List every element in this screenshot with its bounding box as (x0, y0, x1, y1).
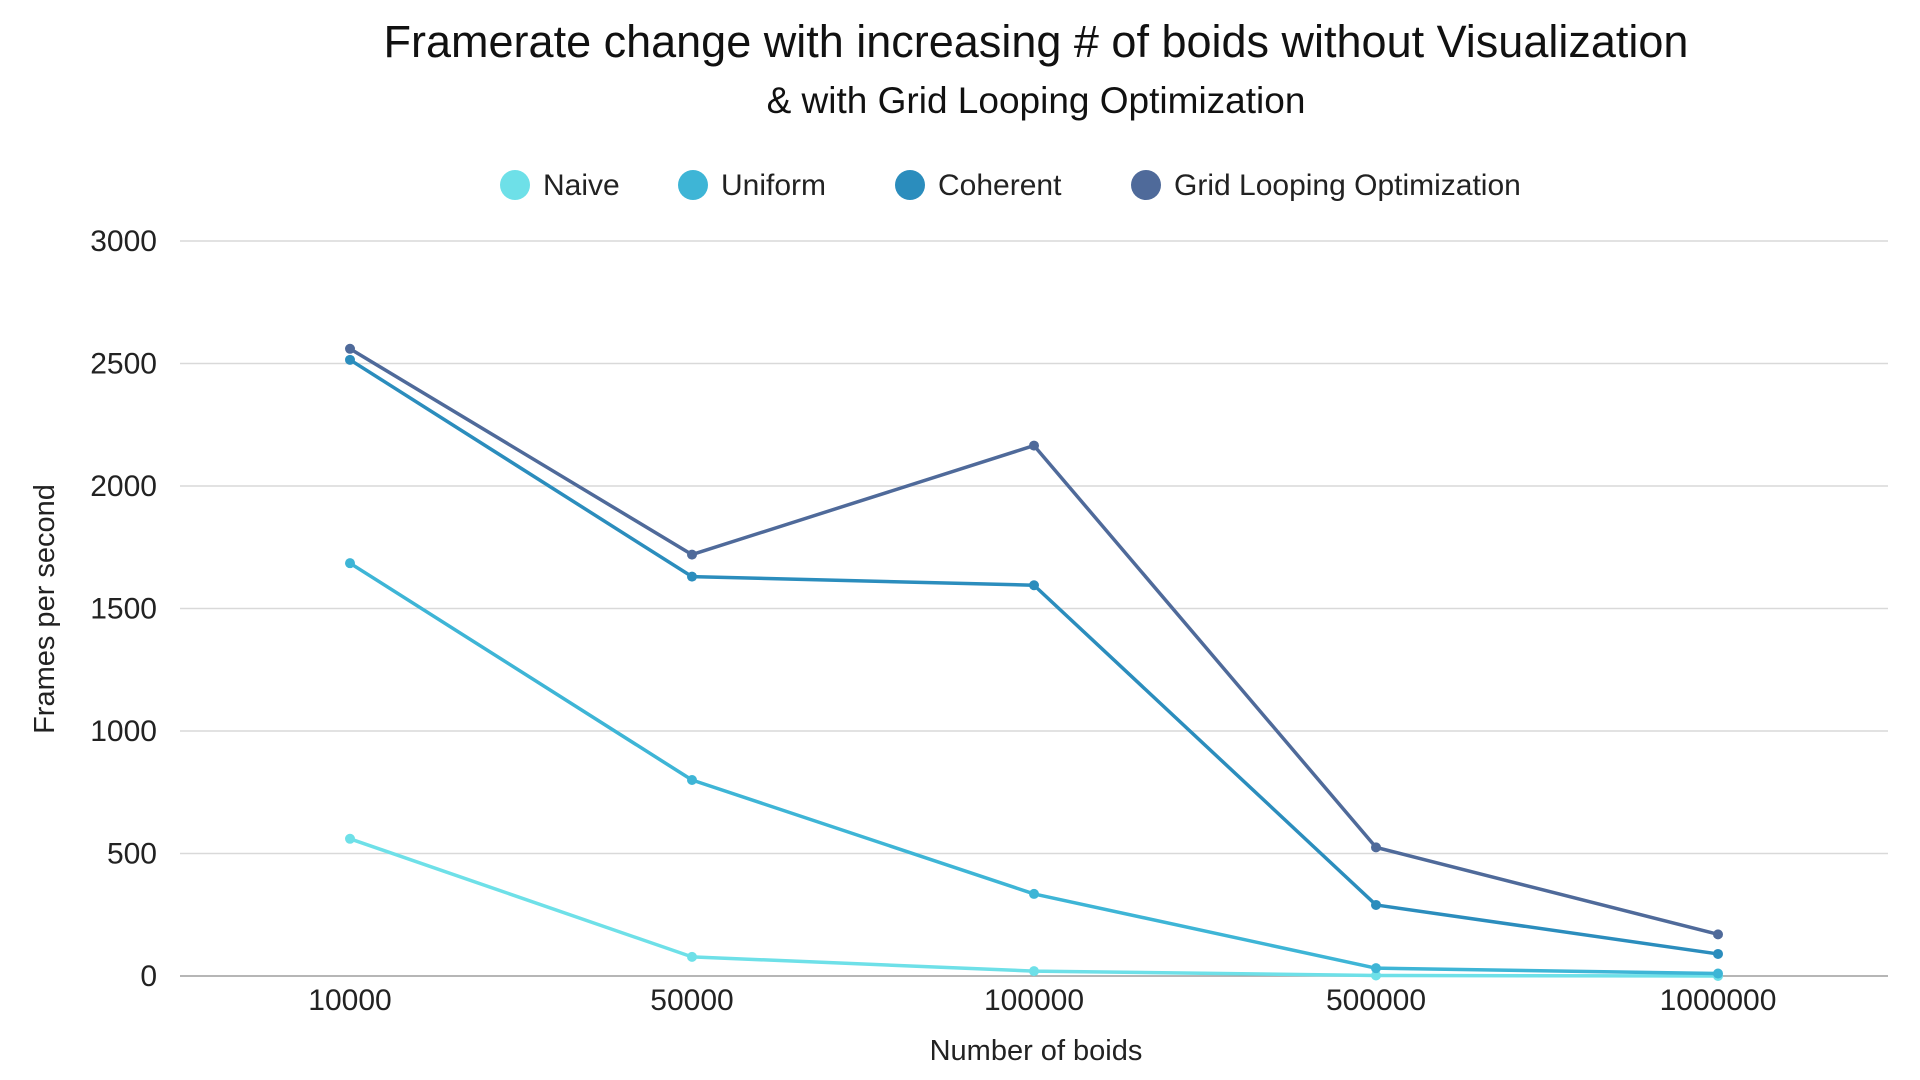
y-tick-label: 0 (140, 960, 157, 993)
legend-marker (500, 170, 530, 200)
data-point (1029, 580, 1039, 591)
data-point (345, 833, 355, 844)
chart-subtitle: & with Grid Looping Optimization (767, 80, 1306, 121)
series-uniform (345, 558, 1723, 979)
data-point (1371, 970, 1381, 981)
data-point (1371, 899, 1381, 910)
data-point (345, 354, 355, 365)
legend-label: Coherent (938, 169, 1062, 202)
x-tick-label: 1000000 (1660, 984, 1777, 1017)
legend-label: Uniform (721, 169, 826, 202)
x-axis-ticks: 10000 50000 100000 500000 1000000 (308, 984, 1776, 1017)
y-tick-label: 500 (107, 838, 157, 871)
legend-marker (1131, 170, 1161, 200)
data-point (687, 775, 697, 785)
chart-title: Framerate change with increasing # of bo… (384, 16, 1689, 67)
data-point (1029, 888, 1039, 899)
data-point (1371, 842, 1381, 853)
y-axis-ticks: 0 500 1000 1500 2000 2500 3000 (90, 225, 157, 993)
legend-item: Coherent (895, 169, 1062, 202)
legend-marker (895, 170, 925, 200)
y-tick-label: 2000 (90, 470, 157, 503)
legend-item: Grid Looping Optimization (1131, 169, 1521, 202)
grid-lines (180, 240, 1888, 977)
y-tick-label: 1000 (90, 715, 157, 748)
y-tick-label: 2500 (90, 348, 157, 381)
data-point (1029, 440, 1039, 451)
legend-marker (678, 170, 708, 200)
legend-item: Uniform (678, 169, 826, 202)
y-tick-label: 3000 (90, 225, 157, 258)
data-point (687, 951, 697, 962)
data-point (687, 571, 697, 582)
x-axis-label: Number of boids (930, 1035, 1143, 1067)
series-line (348, 347, 1720, 937)
legend-item: Naive (500, 169, 620, 202)
x-tick-label: 50000 (650, 984, 733, 1017)
x-tick-label: 10000 (308, 984, 391, 1017)
x-tick-label: 500000 (1326, 984, 1426, 1017)
series-line (348, 561, 1720, 976)
data-point (1029, 966, 1039, 977)
legend-label: Naive (543, 169, 620, 202)
data-point (1713, 948, 1723, 959)
data-point (1371, 963, 1381, 974)
data-point (1713, 968, 1723, 979)
legend-label: Grid Looping Optimization (1174, 169, 1521, 202)
x-tick-label: 100000 (984, 984, 1084, 1017)
y-axis-label: Frames per second (29, 484, 61, 734)
series-coherent (345, 354, 1723, 959)
data-point (1713, 929, 1723, 940)
data-point (345, 558, 355, 569)
y-tick-label: 1500 (90, 593, 157, 626)
data-point (687, 549, 697, 560)
series-line (348, 837, 1720, 978)
series-group (345, 343, 1723, 981)
data-point (345, 343, 355, 354)
series-naive (345, 833, 1723, 981)
legend: Naive Uniform Coherent Grid Looping Optimiz… (500, 169, 1521, 202)
series-grid-looping-optimization (345, 343, 1723, 940)
